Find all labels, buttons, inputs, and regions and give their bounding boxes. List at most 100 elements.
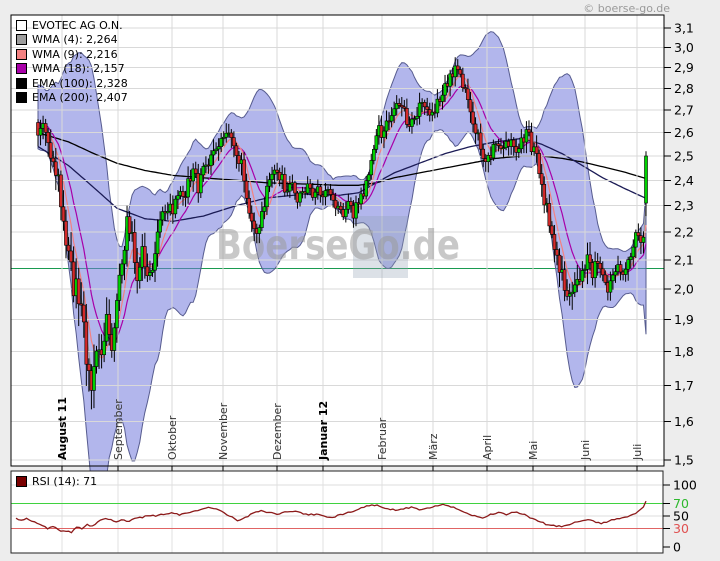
candle-body bbox=[145, 266, 150, 277]
candle-body bbox=[155, 231, 160, 255]
rsi-axis-label: 50 bbox=[673, 509, 689, 524]
candle-body bbox=[473, 123, 478, 134]
candle-body bbox=[565, 290, 569, 297]
rsi-axis-label: 0 bbox=[673, 540, 681, 555]
rsi-panel-border bbox=[10, 470, 664, 554]
candle-body bbox=[636, 232, 641, 236]
y-axis-label: 1,8 bbox=[674, 344, 694, 359]
candle-body bbox=[550, 225, 554, 235]
y-axis-label: 1,9 bbox=[674, 312, 694, 327]
candle-body bbox=[267, 179, 272, 187]
watermark-logo-box bbox=[353, 216, 408, 278]
candle-body bbox=[598, 263, 603, 270]
y-axis-label: 2,1 bbox=[674, 252, 694, 267]
candle-body bbox=[338, 205, 343, 210]
candle-body bbox=[511, 139, 516, 147]
month-label: Juli bbox=[631, 444, 644, 461]
candle-body bbox=[547, 203, 552, 227]
y-axis-label: 2,4 bbox=[674, 173, 694, 188]
candle-body bbox=[112, 327, 117, 351]
candle-body bbox=[66, 244, 71, 252]
y-axis-label: 2,9 bbox=[674, 60, 694, 75]
candle-body bbox=[397, 103, 402, 106]
candle-body bbox=[555, 249, 559, 256]
y-axis-label: 2,2 bbox=[674, 225, 694, 240]
candle-body bbox=[611, 274, 615, 282]
candle-body bbox=[430, 111, 435, 116]
wma9-line bbox=[37, 74, 647, 359]
candle-body bbox=[595, 261, 600, 264]
y-axis-label: 1,5 bbox=[674, 453, 694, 468]
candle-body bbox=[186, 178, 190, 198]
candle-body bbox=[298, 192, 302, 203]
candle-body bbox=[618, 264, 623, 273]
candle-body bbox=[87, 363, 91, 371]
candle-body bbox=[262, 206, 267, 212]
candle-body bbox=[435, 98, 440, 114]
candle-body bbox=[562, 269, 567, 291]
candle-body bbox=[275, 169, 279, 173]
candle-body bbox=[313, 191, 318, 198]
month-label: Juni bbox=[579, 440, 592, 461]
candle-body bbox=[132, 232, 137, 263]
candle-body bbox=[51, 157, 56, 163]
month-label: Mai bbox=[527, 441, 540, 460]
candle-body bbox=[628, 256, 633, 260]
candle-body bbox=[366, 174, 371, 181]
candle-body bbox=[384, 120, 389, 132]
candle-body bbox=[463, 87, 468, 90]
y-axis-label: 1,6 bbox=[674, 414, 694, 429]
candle-body bbox=[122, 249, 127, 265]
candle-body bbox=[333, 199, 338, 209]
candle-body bbox=[199, 174, 203, 194]
candle-body bbox=[415, 116, 419, 119]
candle-body bbox=[425, 106, 430, 110]
candle-body bbox=[443, 83, 447, 96]
candle-body bbox=[234, 145, 239, 156]
candle-body bbox=[285, 190, 290, 193]
candle-body bbox=[270, 173, 274, 180]
candle-body bbox=[603, 274, 608, 283]
candle-body bbox=[150, 269, 155, 273]
candle-body bbox=[575, 279, 580, 286]
candle-body bbox=[471, 111, 475, 125]
candle-body bbox=[201, 166, 206, 176]
candle-body bbox=[570, 291, 575, 295]
candle-body bbox=[405, 108, 409, 125]
candle-body bbox=[394, 103, 399, 110]
y-axis-label: 2,5 bbox=[674, 149, 694, 164]
candle-body bbox=[293, 182, 297, 194]
candle-body bbox=[181, 191, 185, 197]
candle-body bbox=[69, 250, 73, 263]
candle-body bbox=[567, 293, 572, 297]
candle-body bbox=[54, 161, 58, 176]
candle-body bbox=[328, 189, 333, 195]
candle-body bbox=[600, 268, 605, 276]
candle-body bbox=[61, 206, 66, 222]
candle-body bbox=[331, 194, 335, 201]
candle-body bbox=[422, 102, 427, 108]
candle-body bbox=[440, 94, 445, 102]
month-label: Dezember bbox=[271, 403, 284, 460]
candle-body bbox=[224, 132, 229, 138]
candlesticks bbox=[36, 57, 648, 410]
candle-body bbox=[209, 154, 213, 166]
candle-body bbox=[417, 102, 422, 117]
candle-body bbox=[572, 284, 577, 293]
candle-body bbox=[48, 142, 53, 159]
candle-body bbox=[153, 253, 157, 271]
candle-body bbox=[260, 211, 264, 228]
candle-body bbox=[613, 271, 618, 276]
candle-body bbox=[634, 232, 638, 248]
candle-body bbox=[318, 186, 323, 196]
candle-body bbox=[527, 129, 531, 133]
candle-body bbox=[43, 123, 48, 133]
candle-body bbox=[79, 303, 84, 306]
candle-body bbox=[247, 198, 251, 214]
candle-body bbox=[216, 146, 221, 150]
candle-body bbox=[344, 208, 348, 218]
candle-body bbox=[211, 150, 216, 156]
candle-body bbox=[257, 227, 262, 234]
